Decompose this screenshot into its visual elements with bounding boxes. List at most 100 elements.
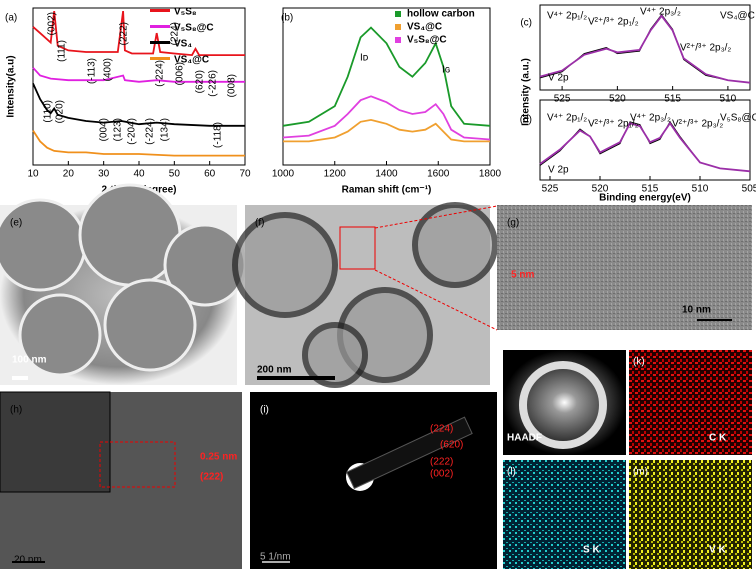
annotation: V⁴⁺ 2p₃/₂ (640, 7, 681, 18)
micrograph (497, 205, 752, 330)
legend-swatch (395, 24, 401, 30)
panel-label: (k) (633, 357, 645, 368)
image-text: (224) (430, 424, 453, 435)
x-tick-label: 510 (692, 184, 709, 195)
x-tick-label: 30 (98, 169, 110, 180)
panel-label: (m) (633, 467, 648, 478)
annotation: Iᴅ (360, 53, 369, 64)
legend-label: V₅S₈ (174, 7, 197, 18)
panel-label: (i) (260, 405, 269, 416)
sphere (18, 293, 102, 377)
annotation: (222) (119, 22, 130, 45)
beam-stop (346, 416, 473, 490)
sphere (0, 198, 87, 292)
image-text: V K (709, 545, 726, 556)
data-line (282, 95, 491, 141)
image-text: 10 nm (682, 305, 711, 316)
legend-swatch (150, 25, 170, 28)
annotation: V⁴⁺ 2p₁/₂ (547, 113, 587, 124)
panel-label: (a) (5, 13, 17, 24)
legend-label: VS₄@C (407, 22, 442, 33)
image-text: 5 1/nm (260, 552, 291, 563)
annotation: V²⁺/³⁺ 2p₁/₂ (588, 119, 639, 130)
image-text: S K (583, 545, 600, 556)
x-tick-label: 70 (239, 169, 251, 180)
data-line (283, 118, 490, 143)
image-panel: (g) 5 nm 10 nm (497, 205, 752, 330)
y-axis-label: Intensity(a.u) (6, 55, 17, 117)
image-panel: (f) 200 nm (232, 202, 498, 388)
annotation: V₅S₈@C (720, 113, 756, 124)
legend-swatch (150, 57, 170, 60)
legend-swatch (150, 41, 170, 44)
zoom-guide (374, 269, 498, 331)
annotation: V²⁺/³⁺ 2p₃/₂ (680, 43, 731, 54)
x-tick-label: 505 (742, 184, 756, 195)
image-panel: (k) C K (629, 350, 752, 455)
x-tick-label: 20 (63, 169, 75, 180)
image-text: (222) (430, 457, 453, 468)
legend-label: hollow carbon (407, 9, 475, 20)
annotation: V 2p (548, 73, 569, 84)
panel-label: (c) (520, 18, 532, 29)
annotation: VS₄@C (720, 11, 755, 22)
data-line (539, 121, 751, 173)
x-tick-label: 520 (592, 184, 609, 195)
panel-label: (j) (507, 357, 516, 368)
zoom-guide (374, 205, 498, 229)
panel-label: (f) (255, 218, 264, 229)
x-tick-label: 515 (664, 94, 681, 105)
image-text: 5 nm (511, 270, 534, 281)
annotation: (-118) (213, 122, 224, 148)
data-line (32, 83, 245, 127)
annotation: V 2p (548, 165, 569, 176)
plot-frame (539, 99, 751, 181)
annotation: V²⁺/³⁺ 2p₁/₂ (588, 17, 639, 28)
annotation: V⁴⁺ 2p₁/₂ (547, 11, 587, 22)
data-line (32, 67, 245, 83)
image-text: (620) (440, 440, 463, 451)
panel-label: (e) (10, 218, 22, 229)
annotation: (006) (175, 62, 186, 85)
annotation: (400) (103, 58, 114, 81)
image-text: 200 nm (257, 365, 292, 376)
annotation: (002) (47, 12, 58, 35)
annotation: (620) (195, 70, 206, 93)
legend-label: VS₄ (174, 39, 192, 50)
annotation: (020) (55, 100, 66, 123)
image-text: 20 nm (14, 555, 42, 566)
shell (412, 202, 498, 288)
x-tick-label: 10 (27, 169, 39, 180)
x-tick-label: 60 (204, 169, 216, 180)
annotation: (-113) (87, 58, 98, 84)
image-panel: (m) V K (629, 460, 752, 569)
image-panel: (i) (224) (620) (222)(002) 5 1/nm (250, 392, 497, 569)
panel-label: (b) (281, 13, 293, 24)
inset (0, 391, 111, 493)
annotation: Iɢ (442, 65, 450, 76)
annotation: (-226) (208, 70, 219, 97)
x-tick-label: 1400 (375, 169, 398, 180)
shell (232, 212, 338, 318)
plot-frame (539, 4, 751, 91)
x-tick-label: 40 (133, 169, 145, 180)
panel-label: (g) (507, 218, 519, 229)
shell (519, 361, 607, 449)
legend-label: VS₄@C (174, 55, 209, 66)
x-axis-label: Raman shift (cm⁻¹) (342, 185, 432, 196)
image-text: C K (709, 433, 727, 444)
image-panel: (j) HAADF (503, 350, 626, 455)
annotation: (-204) (127, 118, 138, 145)
image-panel: (h) 0.25 nm (222) 20 nm (0, 391, 242, 569)
annotation: V²⁺/³⁺ 2p₃/₂ (672, 119, 723, 130)
x-axis-label: Binding energy(eV) (599, 193, 691, 204)
x-tick-label: 515 (642, 184, 659, 195)
x-tick-label: 1600 (427, 169, 450, 180)
x-tick-label: 525 (554, 94, 571, 105)
image-text: (002) (430, 469, 453, 480)
data-line (539, 14, 751, 84)
annotation: (004) (99, 118, 110, 141)
legend-label: V₅S₈@C (407, 35, 447, 46)
